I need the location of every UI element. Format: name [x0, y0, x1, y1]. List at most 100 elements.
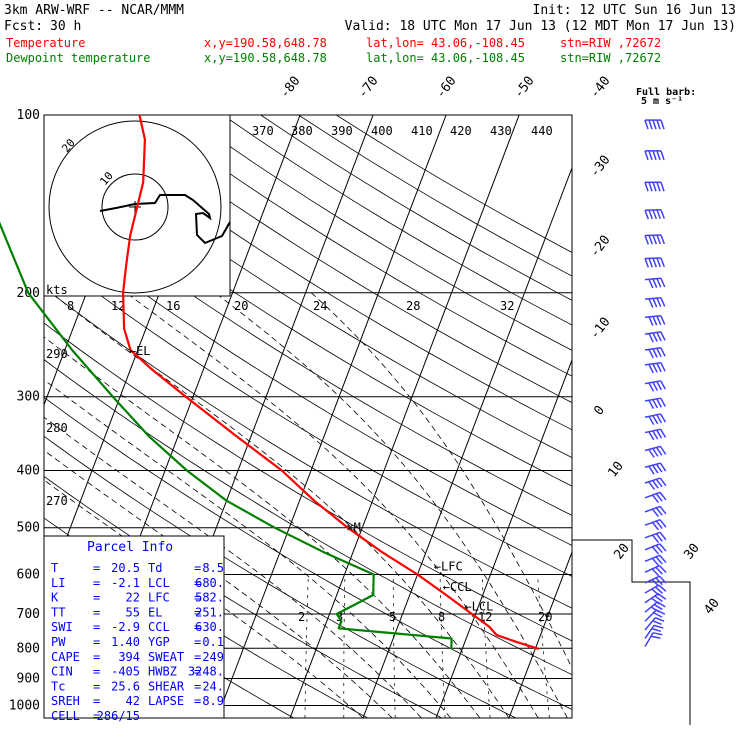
parcel-info-key: LCL: [148, 576, 170, 590]
wind-barb-flag: [648, 182, 653, 192]
wind-barb: [644, 277, 662, 281]
wind-barb-flag: [652, 150, 657, 161]
wind-barb-flag: [656, 398, 662, 408]
wind-barb-flag: [655, 520, 663, 529]
temperature-line-stn: stn=RIW ,72672: [560, 36, 661, 50]
wind-barb-flag: [652, 348, 658, 358]
theta-label: 380: [291, 124, 313, 138]
wind-barb-flag: [659, 445, 667, 455]
wind-barb-flag: [655, 446, 663, 456]
wind-barb-flag: [660, 315, 666, 325]
moist-adiabat: [311, 292, 572, 669]
mixing-ratio-line: [439, 574, 446, 718]
wind-barb-flag: [651, 627, 662, 633]
wind-barb-flag: [656, 278, 662, 288]
isotherm-label: -70: [355, 74, 381, 102]
wind-barb-flag: [652, 182, 657, 192]
level-marker-ccl: ←CCL: [443, 580, 472, 594]
wind-barb-flag: [648, 449, 655, 458]
dry-adiabat: [109, 115, 572, 404]
wind-barb-flag: [658, 584, 667, 592]
parcel-info-key: YGP: [148, 635, 170, 649]
wind-barb-flag: [656, 347, 662, 358]
wind-barb-flag: [660, 234, 666, 245]
wind-barb-flag: [656, 257, 662, 268]
parcel-info-eq: =: [93, 694, 100, 708]
dry-adiabat: [44, 435, 516, 718]
wind-barb-flag: [648, 349, 654, 359]
parcel-info-key: SWEAT: [148, 650, 184, 664]
wind-barb-flag: [658, 565, 667, 573]
isobar-label: 1000: [9, 698, 40, 713]
wind-barb-flag: [660, 119, 665, 130]
moist-adiabat: [44, 416, 422, 718]
dry-adiabat: [71, 115, 572, 431]
wind-barb: [644, 315, 662, 318]
parcel-info-eq: =: [93, 576, 100, 590]
parcel-info-box: [43, 535, 225, 719]
wind-barb-flag: [656, 119, 661, 130]
wind-barb-flag: [655, 544, 663, 554]
wind-barb-flag: [648, 119, 653, 130]
parcel-info-value: 8.5: [202, 561, 224, 575]
wind-barb-flag: [650, 635, 661, 639]
wind-barb-flag: [651, 521, 660, 531]
wind-barb-flag: [656, 297, 662, 308]
parcel-info-eq: =: [194, 591, 201, 605]
wind-barbs: [572, 119, 691, 725]
dry-adiabat: [147, 115, 572, 377]
parcel-info-eq: =: [194, 605, 201, 619]
mixing-ratio-label: 2: [298, 610, 305, 624]
isobar-label: 700: [17, 607, 40, 622]
parcel-info-value: 582.: [195, 591, 224, 605]
wind-barb-flag: [648, 209, 654, 220]
dry-adiabat: [44, 153, 572, 487]
wind-barb-flag: [648, 465, 655, 475]
wind-barb-flag: [655, 478, 663, 488]
parcel-info-value: -405: [111, 665, 140, 679]
mixing-ratio-label: 5: [389, 610, 396, 624]
wind-barb-flag: [644, 182, 649, 192]
parcel-info-key: Tc: [51, 679, 65, 693]
parcel-info-value: 630.: [195, 620, 224, 634]
isotherm-label: 30: [681, 541, 702, 563]
mixing-ratio-label: 20: [538, 610, 552, 624]
parcel-info-key: T: [51, 561, 58, 575]
wind-barb-flag: [653, 612, 663, 618]
wind-barb-flag: [652, 234, 658, 245]
wind-barb-flag: [660, 397, 666, 407]
parcel-info-key: CIN: [51, 665, 73, 679]
parcel-info-eq: =: [93, 650, 100, 664]
barb-legend-line1: Full barb:: [636, 87, 696, 98]
parcel-info-key: SHEAR: [148, 679, 185, 693]
forecast-label: Fcst:: [4, 19, 43, 34]
mixing-ratio-label: 28: [406, 299, 420, 313]
wind-barb-flag: [648, 382, 655, 392]
init-time: Init: 12 UTC Sun 16 Jun 13: [533, 3, 737, 18]
level-markers: ←EL ←LFC ←CCL ←LCL ×M: [129, 344, 493, 614]
mixing-ratio-label: 20: [234, 299, 248, 313]
wind-barb-flag: [654, 595, 663, 603]
wind-barb-flag: [644, 119, 649, 130]
wind-barb-flag: [656, 414, 663, 424]
parcel-info-key: LI: [51, 576, 65, 590]
wind-barb-flag: [655, 609, 666, 615]
wind-barb-flag: [648, 278, 654, 289]
parcel-info-eq: =: [93, 709, 100, 723]
wind-barb-flag: [648, 333, 654, 343]
parcel-info-value: 24.: [202, 679, 224, 693]
parcel-info-key: CAPE: [51, 650, 80, 664]
isobar-label: 100: [17, 108, 40, 123]
dry-adiabat: [260, 115, 572, 301]
wind-barb-flag: [655, 533, 663, 542]
parcel-info-key: LFC: [148, 591, 170, 605]
wind-barb-flag: [656, 381, 662, 391]
wind-barb-flag: [654, 586, 663, 594]
wind-barb-flag: [648, 316, 654, 326]
theta-label: 290: [46, 347, 68, 361]
theta-label: 400: [371, 124, 393, 138]
series-lines: [0, 114, 540, 650]
parcel-info-value: 3248.: [188, 665, 224, 679]
wind-barb-flag: [659, 505, 667, 515]
